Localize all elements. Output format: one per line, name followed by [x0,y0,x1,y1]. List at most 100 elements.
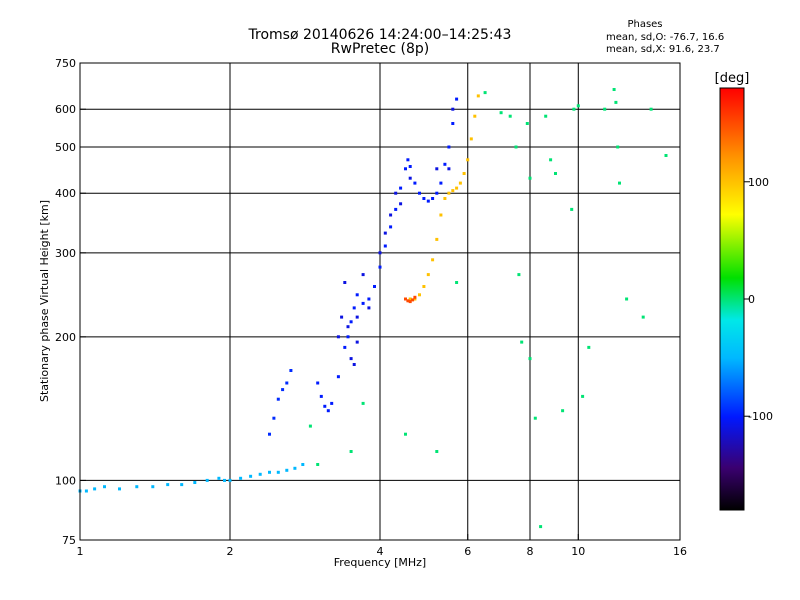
y-tick-label: 100 [55,474,76,487]
echo-point [239,476,243,480]
echo-point [399,186,403,190]
x-tick-label: 10 [571,545,585,558]
echo-point [483,91,487,95]
echo-point [399,202,403,206]
echo-point [346,335,350,339]
echo-point [394,191,398,195]
echo-point [528,176,532,180]
y-tick-label: 500 [55,141,76,154]
echo-point [435,450,439,453]
echo-point [612,88,616,91]
echo-point [223,478,226,482]
echo-point [355,340,359,344]
colorbar-axis: 100 0 -100 [744,176,773,423]
echo-point [435,237,439,241]
colorbar-tick-label: 0 [748,293,755,306]
x-tick-label: 16 [673,545,687,558]
echo-point [276,397,280,401]
echo-point [330,401,334,405]
echo-point [217,476,221,480]
echo-point [389,225,393,229]
echo-point [285,468,289,472]
echo-point [587,345,591,349]
echo-point [383,244,387,248]
echo-point [180,483,184,487]
echo-point [84,489,88,493]
echo-point [343,281,347,284]
echo-point [451,189,455,193]
x-tick-label: 2 [227,545,234,558]
echo-point [435,167,439,171]
echo-point [228,478,232,482]
y-tick-label: 75 [62,534,76,547]
phases-heading: Phases [627,19,663,30]
echo-point [346,325,350,329]
echo-point [581,394,585,398]
echo-point [413,181,417,185]
echo-point [439,213,443,217]
y-axis: 75 100 200 300 400 500 600 750 [55,57,86,547]
echo-point [355,293,359,297]
echo-point [426,273,430,277]
echo-point [336,335,340,339]
echo-point [249,474,253,478]
y-tick-label: 750 [55,57,76,70]
echo-point [664,154,668,157]
x-tick-label: 8 [527,545,534,558]
echo-point [361,301,365,305]
echo-point [258,472,262,476]
echo-point [435,191,439,195]
phase-stat-o: mean, sd,O: -76.7, 16.6 [606,32,725,43]
echo-point [473,114,477,118]
echo-point [443,162,447,166]
echo-point [616,145,620,149]
echo-point [289,369,293,372]
echo-point [205,478,209,482]
echo-point [293,466,297,470]
echo-point [336,375,340,379]
echo-point [514,145,518,149]
echo-point [193,481,197,484]
echo-point [406,299,410,303]
echo-point [539,525,543,529]
echo-point [508,114,512,118]
y-tick-label: 300 [55,247,76,260]
echo-point [451,122,455,125]
echo-point [316,463,320,466]
chart-subtitle: RwPretec (8p) [330,41,430,57]
phase-stat-x: mean, sd,X: 91.6, 23.7 [606,44,720,55]
echo-point [422,197,426,200]
echo-point [411,298,415,302]
echo-point [447,145,451,149]
colorbar [720,88,744,510]
echo-point [352,306,356,310]
echo-point [367,297,371,301]
echo-point [103,485,106,489]
echo-point [319,394,323,398]
echo-point [431,258,435,262]
echo-point [533,416,537,420]
echo-point [361,273,365,277]
echo-point [326,409,330,413]
echo-point [422,285,426,288]
echo-point [455,186,459,190]
echo-point [408,165,412,168]
echo-point [323,404,327,408]
echo-point [151,485,155,489]
echo-point [276,470,280,474]
echo-point [525,122,529,125]
echo-point [455,97,459,101]
echo-point [570,207,574,211]
echo-point [614,100,618,104]
echo-point [408,297,412,301]
echo-point [517,273,521,277]
echo-point [418,191,421,195]
chart-title: Tromsø 20140626 14:24:00–14:25:43 [248,27,512,43]
echo-point [603,107,607,111]
x-tick-label: 6 [464,545,471,558]
echo-point [118,487,121,491]
echo-point [649,107,653,111]
echo-point [455,281,459,284]
echo-point [544,114,548,118]
